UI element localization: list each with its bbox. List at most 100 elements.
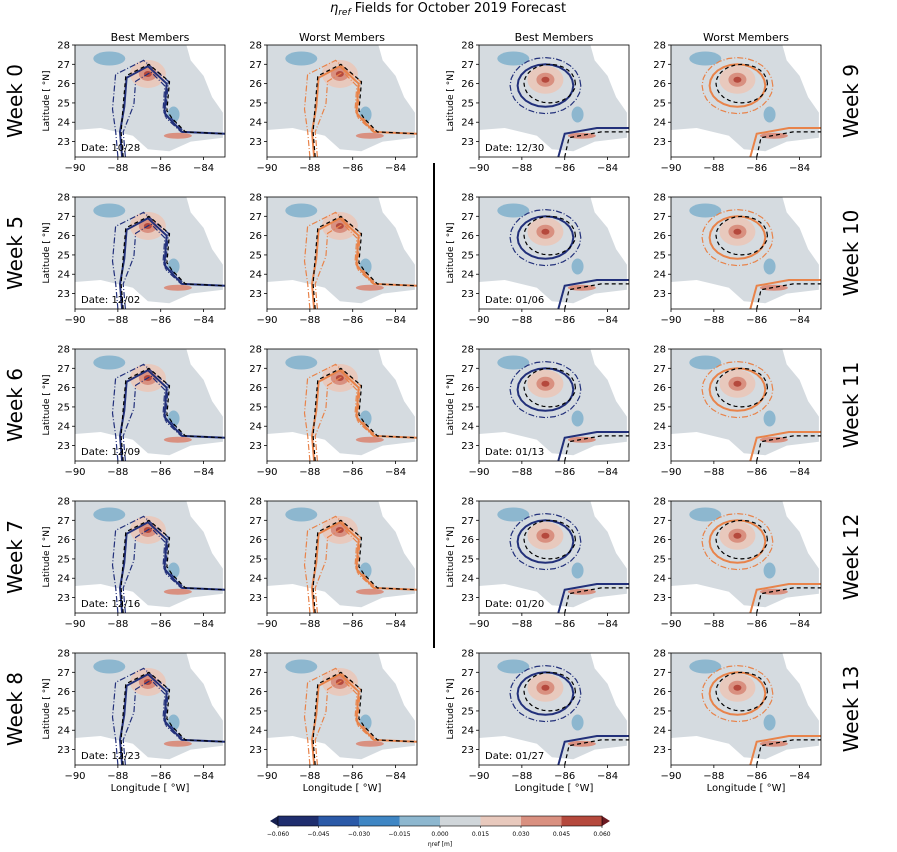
x-tick-label: −88 bbox=[511, 619, 532, 630]
x-tick-label: −86 bbox=[150, 771, 171, 782]
y-tick-label: 25 bbox=[461, 402, 474, 413]
y-tick-label: 25 bbox=[57, 706, 70, 717]
contour-mean bbox=[749, 431, 821, 462]
y-tick-label: 25 bbox=[461, 706, 474, 717]
x-tick-label: −88 bbox=[299, 619, 320, 630]
map-panel: 28 27 26 25 24 23 −90 −88 −86 −84 Latitude [ °N] Da… bbox=[446, 345, 630, 478]
column-header: Worst Members bbox=[299, 31, 385, 44]
warm-anomaly bbox=[567, 436, 596, 443]
colorbar-min-arrow bbox=[270, 816, 278, 826]
x-tick-label: −86 bbox=[554, 619, 575, 630]
y-tick-label: 27 bbox=[653, 60, 666, 71]
x-tick-label: −88 bbox=[703, 771, 724, 782]
contour-reference bbox=[715, 63, 769, 104]
contour-reference bbox=[523, 215, 577, 256]
contour-reference bbox=[312, 519, 418, 614]
x-tick-label: −86 bbox=[554, 163, 575, 174]
x-tick-label: −84 bbox=[193, 619, 214, 630]
contour-spread bbox=[122, 71, 226, 158]
contour-spread bbox=[303, 515, 418, 614]
map-panel: 28 27 26 25 24 23 −90 −88 −86 −84 bbox=[653, 193, 822, 326]
warm-anomaly bbox=[163, 284, 192, 291]
y-tick-label: 27 bbox=[461, 212, 474, 223]
domain-fill bbox=[671, 349, 819, 456]
date-label: Date: 12/23 bbox=[81, 751, 140, 762]
y-tick-label: 24 bbox=[249, 422, 262, 433]
y-tick-label: 25 bbox=[653, 554, 666, 565]
y-tick-label: 25 bbox=[249, 98, 262, 109]
x-tick-label: −84 bbox=[789, 467, 810, 478]
y-axis-label: Latitude [ °N] bbox=[42, 526, 52, 587]
warm-anomaly bbox=[759, 588, 788, 595]
x-tick-label: −88 bbox=[703, 163, 724, 174]
axes-frame bbox=[74, 500, 226, 614]
warm-anomaly-peak bbox=[541, 684, 550, 691]
y-tick-label: 28 bbox=[249, 41, 262, 52]
x-tick-label: −86 bbox=[150, 619, 171, 630]
y-tick-label: 27 bbox=[653, 212, 666, 223]
contour-spread bbox=[509, 664, 582, 723]
contour-reference bbox=[715, 519, 769, 560]
x-tick-label: −90 bbox=[660, 315, 681, 326]
y-axis-label: Latitude [ °N] bbox=[446, 526, 456, 587]
cool-anomaly bbox=[571, 106, 584, 123]
contour-spread bbox=[314, 375, 418, 462]
y-tick-label: 24 bbox=[249, 270, 262, 281]
map-panel: 28 27 26 25 24 23 −90 −88 −86 −84 Latitude [ °N] Da… bbox=[446, 41, 630, 174]
y-tick-label: 27 bbox=[57, 516, 70, 527]
warm-anomaly bbox=[567, 588, 596, 595]
y-tick-label: 28 bbox=[653, 345, 666, 356]
x-tick-label: −90 bbox=[256, 315, 277, 326]
cool-anomaly bbox=[763, 106, 776, 123]
axes-frame bbox=[478, 348, 630, 462]
warm-anomaly-peak bbox=[541, 76, 550, 83]
domain-fill bbox=[75, 349, 223, 456]
warm-anomaly bbox=[759, 284, 788, 291]
x-tick-label: −86 bbox=[342, 771, 363, 782]
y-axis-label: Latitude [ °N] bbox=[42, 222, 52, 283]
contour-spread bbox=[509, 56, 582, 115]
x-tick-label: −84 bbox=[597, 771, 618, 782]
x-tick-label: −90 bbox=[64, 163, 85, 174]
axes-frame bbox=[74, 196, 226, 310]
y-tick-label: 23 bbox=[249, 441, 262, 452]
cool-anomaly bbox=[763, 714, 776, 731]
colorbar-tick-label: 0.030 bbox=[512, 831, 529, 838]
warm-anomaly bbox=[567, 284, 596, 291]
x-tick-label: −86 bbox=[150, 467, 171, 478]
contour-reference bbox=[715, 367, 769, 408]
y-tick-label: 26 bbox=[57, 535, 70, 546]
y-tick-label: 28 bbox=[653, 649, 666, 660]
map-panel: 28 27 26 25 24 23 −90 −88 −86 −84 bbox=[249, 497, 418, 630]
y-tick-label: 26 bbox=[653, 231, 666, 242]
x-tick-label: −86 bbox=[554, 771, 575, 782]
y-tick-label: 23 bbox=[57, 289, 70, 300]
y-tick-label: 24 bbox=[461, 270, 474, 281]
map-panel: 28 27 26 25 24 23 −90 −88 −86 −84 bbox=[653, 41, 822, 174]
y-tick-label: 28 bbox=[653, 497, 666, 508]
domain-fill bbox=[75, 197, 223, 304]
contour-mean bbox=[516, 367, 575, 412]
y-tick-label: 23 bbox=[57, 137, 70, 148]
x-tick-label: −90 bbox=[64, 771, 85, 782]
warm-anomaly-peak bbox=[733, 684, 742, 691]
contour-spread bbox=[701, 512, 774, 571]
week-label-right: Week 12 bbox=[839, 514, 863, 601]
warm-anomaly bbox=[163, 436, 192, 443]
domain-fill bbox=[671, 501, 819, 608]
y-tick-label: 27 bbox=[249, 668, 262, 679]
x-tick-label: −90 bbox=[468, 619, 489, 630]
cool-anomaly bbox=[497, 51, 530, 66]
map-panel: 28 27 26 25 24 23 −90 −88 −86 −84 bbox=[249, 41, 418, 174]
y-tick-label: 24 bbox=[461, 726, 474, 737]
y-tick-label: 27 bbox=[653, 516, 666, 527]
cool-anomaly bbox=[497, 507, 530, 522]
cool-anomaly bbox=[571, 258, 584, 275]
contour-spread bbox=[701, 664, 774, 723]
warm-anomaly-peak bbox=[733, 532, 742, 539]
map-panel: 28 27 26 25 24 23 −90 −88 −86 −84 Latitude [ °N] Da… bbox=[446, 497, 630, 630]
y-tick-label: 26 bbox=[57, 79, 70, 90]
cool-anomaly bbox=[285, 203, 318, 218]
contour-reference bbox=[564, 131, 629, 158]
